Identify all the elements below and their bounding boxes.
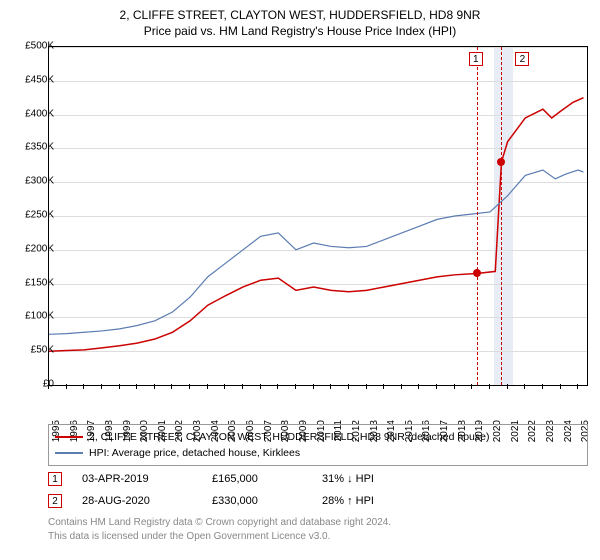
legend-item-hpi: HPI: Average price, detached house, Kirk… [55, 445, 581, 461]
sale-row: 1 03-APR-2019 £165,000 31% ↓ HPI [48, 468, 588, 490]
marker-line [501, 47, 502, 385]
y-axis-label: £200K [9, 243, 54, 254]
legend-label: 2, CLIFFE STREET, CLAYTON WEST, HUDDERSF… [89, 431, 489, 443]
sale-row: 2 28-AUG-2020 £330,000 28% ↑ HPI [48, 490, 588, 512]
sale-delta: 31% ↓ HPI [322, 473, 442, 485]
x-tick [260, 384, 261, 389]
marker-dot [497, 158, 505, 166]
y-axis-label: £50K [9, 345, 54, 356]
sale-marker-box: 2 [48, 494, 62, 508]
sale-price: £330,000 [212, 495, 322, 507]
y-axis-label: £150K [9, 277, 54, 288]
y-axis-label: £500K [9, 41, 54, 52]
x-tick [383, 384, 384, 389]
x-tick [348, 384, 349, 389]
footer-line-2: This data is licensed under the Open Gov… [48, 530, 588, 544]
footer-line-1: Contains HM Land Registry data © Crown c… [48, 516, 588, 530]
footer-attribution: Contains HM Land Registry data © Crown c… [48, 516, 588, 543]
x-tick [454, 384, 455, 389]
x-tick [101, 384, 102, 389]
sale-marker-box: 1 [48, 472, 62, 486]
x-tick [66, 384, 67, 389]
y-axis-label: £100K [9, 311, 54, 322]
y-axis-label: £450K [9, 74, 54, 85]
x-tick [171, 384, 172, 389]
title-line-2: Price paid vs. HM Land Registry's House … [0, 24, 600, 38]
y-axis-label: £400K [9, 108, 54, 119]
x-tick [524, 384, 525, 389]
x-tick [189, 384, 190, 389]
x-tick [489, 384, 490, 389]
legend-swatch [55, 436, 83, 438]
x-tick [542, 384, 543, 389]
y-axis-label: £300K [9, 176, 54, 187]
legend-item-property: 2, CLIFFE STREET, CLAYTON WEST, HUDDERSF… [55, 429, 581, 445]
marker-dot [473, 269, 481, 277]
x-tick [418, 384, 419, 389]
x-tick [48, 384, 49, 389]
legend-label: HPI: Average price, detached house, Kirk… [89, 447, 300, 459]
chart-container: 2, CLIFFE STREET, CLAYTON WEST, HUDDERSF… [0, 0, 600, 560]
line-series [49, 47, 587, 385]
title-area: 2, CLIFFE STREET, CLAYTON WEST, HUDDERSF… [0, 0, 600, 38]
x-tick [119, 384, 120, 389]
x-tick [471, 384, 472, 389]
x-tick [83, 384, 84, 389]
x-tick [577, 384, 578, 389]
series-property [49, 98, 583, 352]
x-tick [366, 384, 367, 389]
x-tick [224, 384, 225, 389]
sale-date: 28-AUG-2020 [82, 495, 212, 507]
x-tick [313, 384, 314, 389]
x-tick [242, 384, 243, 389]
x-tick [401, 384, 402, 389]
title-line-1: 2, CLIFFE STREET, CLAYTON WEST, HUDDERSF… [0, 8, 600, 22]
x-tick [436, 384, 437, 389]
x-tick [154, 384, 155, 389]
x-tick [295, 384, 296, 389]
series-hpi [49, 170, 583, 334]
sale-delta: 28% ↑ HPI [322, 495, 442, 507]
y-axis-label: £350K [9, 142, 54, 153]
sale-date: 03-APR-2019 [82, 473, 212, 485]
x-tick [330, 384, 331, 389]
x-tick [136, 384, 137, 389]
x-tick [507, 384, 508, 389]
legend-swatch [55, 452, 83, 454]
x-tick [277, 384, 278, 389]
marker-box: 1 [469, 52, 483, 66]
legend: 2, CLIFFE STREET, CLAYTON WEST, HUDDERSF… [48, 424, 588, 466]
sale-table: 1 03-APR-2019 £165,000 31% ↓ HPI 2 28-AU… [48, 468, 588, 512]
plot-area [48, 46, 588, 386]
y-axis-label: £250K [9, 210, 54, 221]
sale-price: £165,000 [212, 473, 322, 485]
marker-line [477, 47, 478, 385]
x-tick [560, 384, 561, 389]
marker-box: 2 [515, 52, 529, 66]
x-tick [207, 384, 208, 389]
